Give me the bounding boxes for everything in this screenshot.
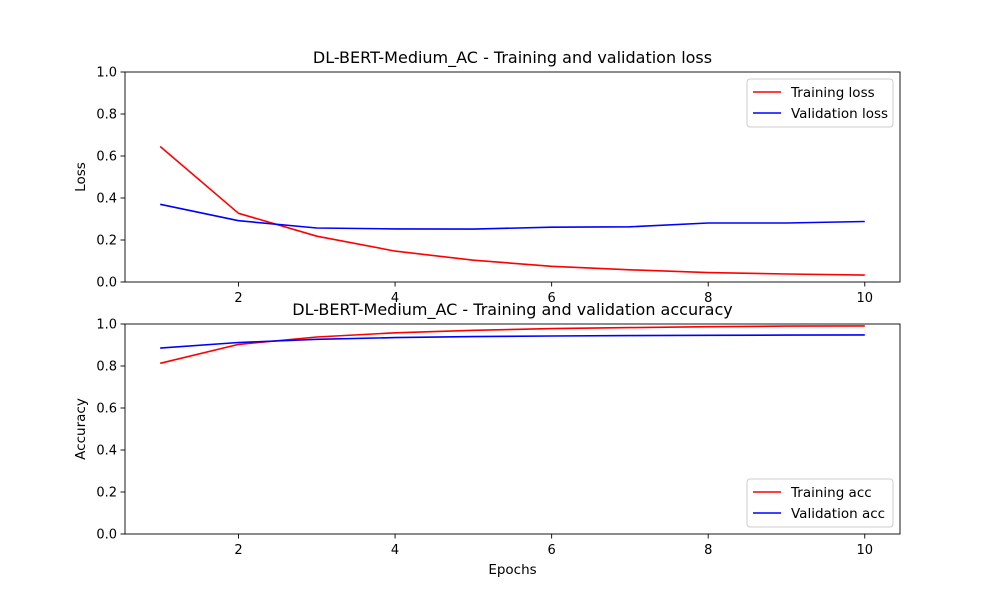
loss-axes-frame (124, 71, 901, 283)
loss-y-tick-label: 0.8 (96, 108, 117, 123)
loss-y-tick-label: 0.4 (96, 192, 117, 207)
accuracy-legend-box (746, 478, 894, 528)
loss-panel: DL-BERT-Medium_AC - Training and validat… (73, 48, 901, 306)
training-acc-line (160, 325, 865, 365)
accuracy-legend: Training acc Validation acc (746, 478, 894, 528)
loss-y-tick-label: 0.6 (96, 150, 117, 165)
accuracy-y-tick-label: 0.6 (96, 402, 117, 417)
validation-acc-line (160, 334, 865, 349)
validation-acc-legend-label: Validation acc (791, 506, 885, 522)
loss-x-tick-label: 6 (548, 291, 556, 306)
validation-loss-line (160, 203, 865, 230)
training-loss-line (159, 145, 865, 276)
accuracy-axes-frame (124, 323, 901, 535)
accuracy-x-tick-label: 2 (234, 543, 242, 558)
loss-x-tick-label: 10 (856, 291, 873, 306)
accuracy-y-tick-label: 0.0 (96, 528, 117, 543)
loss-y-tick-label: 0.2 (96, 234, 117, 249)
loss-y-tick-label: 0.0 (96, 276, 117, 291)
accuracy-x-tick-label: 6 (548, 543, 556, 558)
loss-y-axis-label: Loss (73, 162, 89, 192)
accuracy-y-tick-label: 0.8 (96, 360, 117, 375)
accuracy-panel: DL-BERT-Medium_AC - Training and validat… (73, 300, 901, 578)
loss-x-tick-label: 8 (704, 291, 712, 306)
accuracy-x-tick-label: 8 (704, 543, 712, 558)
training-acc-legend-label: Training acc (790, 485, 872, 501)
accuracy-chart-title: DL-BERT-Medium_AC - Training and validat… (292, 300, 732, 320)
loss-legend-box (746, 78, 894, 128)
accuracy-y-tick-label: 1.0 (96, 318, 117, 333)
accuracy-y-tick-label: 0.2 (96, 486, 117, 501)
accuracy-x-tick-label: 4 (391, 543, 399, 558)
accuracy-y-axis-label: Accuracy (73, 398, 89, 460)
loss-y-tick-label: 1.0 (96, 66, 117, 81)
accuracy-y-tick-label: 0.4 (96, 444, 117, 459)
validation-loss-legend-label: Validation loss (791, 106, 888, 122)
accuracy-x-tick-label: 10 (856, 543, 873, 558)
accuracy-x-axis-label: Epochs (488, 562, 536, 578)
loss-chart-title: DL-BERT-Medium_AC - Training and validat… (313, 48, 712, 68)
loss-x-tick-label: 2 (234, 291, 242, 306)
loss-legend: Training loss Validation loss (746, 78, 894, 128)
training-loss-legend-label: Training loss (790, 85, 875, 101)
loss-x-tick-label: 4 (391, 291, 399, 306)
